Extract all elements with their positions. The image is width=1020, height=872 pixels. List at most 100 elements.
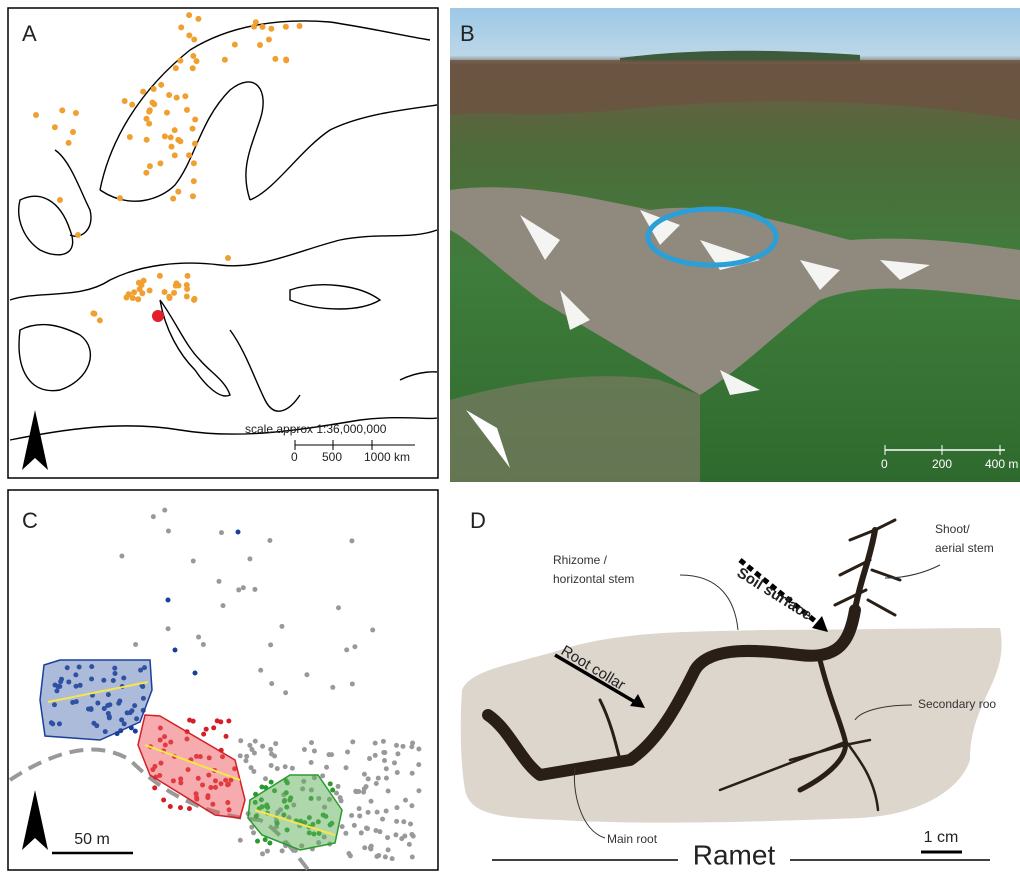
- point: [133, 642, 138, 647]
- point: [190, 65, 196, 71]
- point: [374, 781, 379, 786]
- point: [340, 824, 345, 829]
- point: [400, 744, 405, 749]
- point: [174, 95, 180, 101]
- point: [66, 140, 72, 146]
- point: [184, 286, 190, 292]
- point: [374, 854, 379, 859]
- point: [222, 57, 228, 63]
- panel-c: 50 m C: [8, 490, 438, 872]
- point: [268, 26, 274, 32]
- panel-label: A: [22, 21, 37, 46]
- point: [265, 849, 270, 854]
- point: [259, 785, 264, 790]
- point: [384, 776, 389, 781]
- point: [251, 24, 257, 30]
- point: [394, 743, 399, 748]
- leader: [680, 575, 738, 630]
- point: [190, 53, 196, 59]
- point: [382, 758, 387, 763]
- point: [395, 751, 400, 756]
- panel-a: A scale approx 1:36,000,000 0 500 1000 k…: [8, 8, 438, 478]
- point: [380, 817, 385, 822]
- point: [368, 846, 373, 851]
- point: [269, 681, 274, 686]
- point: [133, 729, 138, 734]
- point: [139, 290, 145, 296]
- point: [129, 102, 135, 108]
- point: [187, 718, 192, 723]
- point: [328, 781, 333, 786]
- panel-d: D Rhizome / horizontal stem Soil surface…: [461, 508, 1002, 871]
- panel-label: B: [460, 21, 475, 46]
- point: [349, 538, 354, 543]
- point: [168, 134, 174, 140]
- point: [146, 109, 152, 115]
- point: [409, 803, 414, 808]
- point: [224, 734, 229, 739]
- point: [283, 24, 289, 30]
- point: [191, 160, 197, 166]
- point: [249, 747, 254, 752]
- point: [258, 668, 263, 673]
- point: [157, 273, 163, 279]
- point: [336, 784, 341, 789]
- point: [344, 647, 349, 652]
- point: [166, 92, 172, 98]
- point: [392, 760, 397, 765]
- point: [149, 100, 155, 106]
- point: [390, 856, 395, 861]
- point: [384, 766, 389, 771]
- point: [173, 648, 178, 653]
- point: [161, 798, 166, 803]
- point: [366, 776, 371, 781]
- point: [273, 741, 278, 746]
- point: [166, 529, 171, 534]
- point: [178, 24, 184, 30]
- point: [57, 197, 63, 203]
- point: [330, 685, 335, 690]
- point: [52, 124, 58, 130]
- point: [164, 110, 170, 116]
- caption: Ramet: [693, 839, 776, 870]
- scale-label: 1000 km: [364, 450, 410, 464]
- point: [394, 819, 399, 824]
- point: [349, 813, 354, 818]
- panel-label: D: [470, 508, 486, 533]
- point: [401, 819, 406, 824]
- point: [201, 732, 206, 737]
- point: [408, 821, 413, 826]
- point: [131, 289, 137, 295]
- point: [173, 283, 179, 289]
- point: [238, 838, 243, 843]
- point: [171, 290, 177, 296]
- annotation: Rhizome /: [553, 553, 608, 567]
- point: [251, 830, 256, 835]
- point: [147, 288, 153, 294]
- point: [385, 835, 390, 840]
- point: [238, 738, 243, 743]
- point: [192, 117, 198, 123]
- point: [269, 763, 274, 768]
- point: [373, 753, 378, 758]
- point: [172, 127, 178, 133]
- point: [326, 752, 331, 757]
- point: [364, 784, 369, 789]
- point: [362, 772, 367, 777]
- point: [373, 828, 378, 833]
- point: [416, 747, 421, 752]
- point: [399, 836, 404, 841]
- point: [201, 642, 206, 647]
- point: [119, 554, 124, 559]
- point: [269, 752, 274, 757]
- point: [191, 297, 197, 303]
- point: [194, 58, 200, 64]
- point: [283, 690, 288, 695]
- point: [226, 719, 231, 724]
- point: [143, 170, 149, 176]
- point: [244, 754, 249, 759]
- point: [283, 57, 289, 63]
- annotation: Main root: [607, 832, 658, 846]
- point: [190, 126, 196, 132]
- study-site: [152, 310, 164, 322]
